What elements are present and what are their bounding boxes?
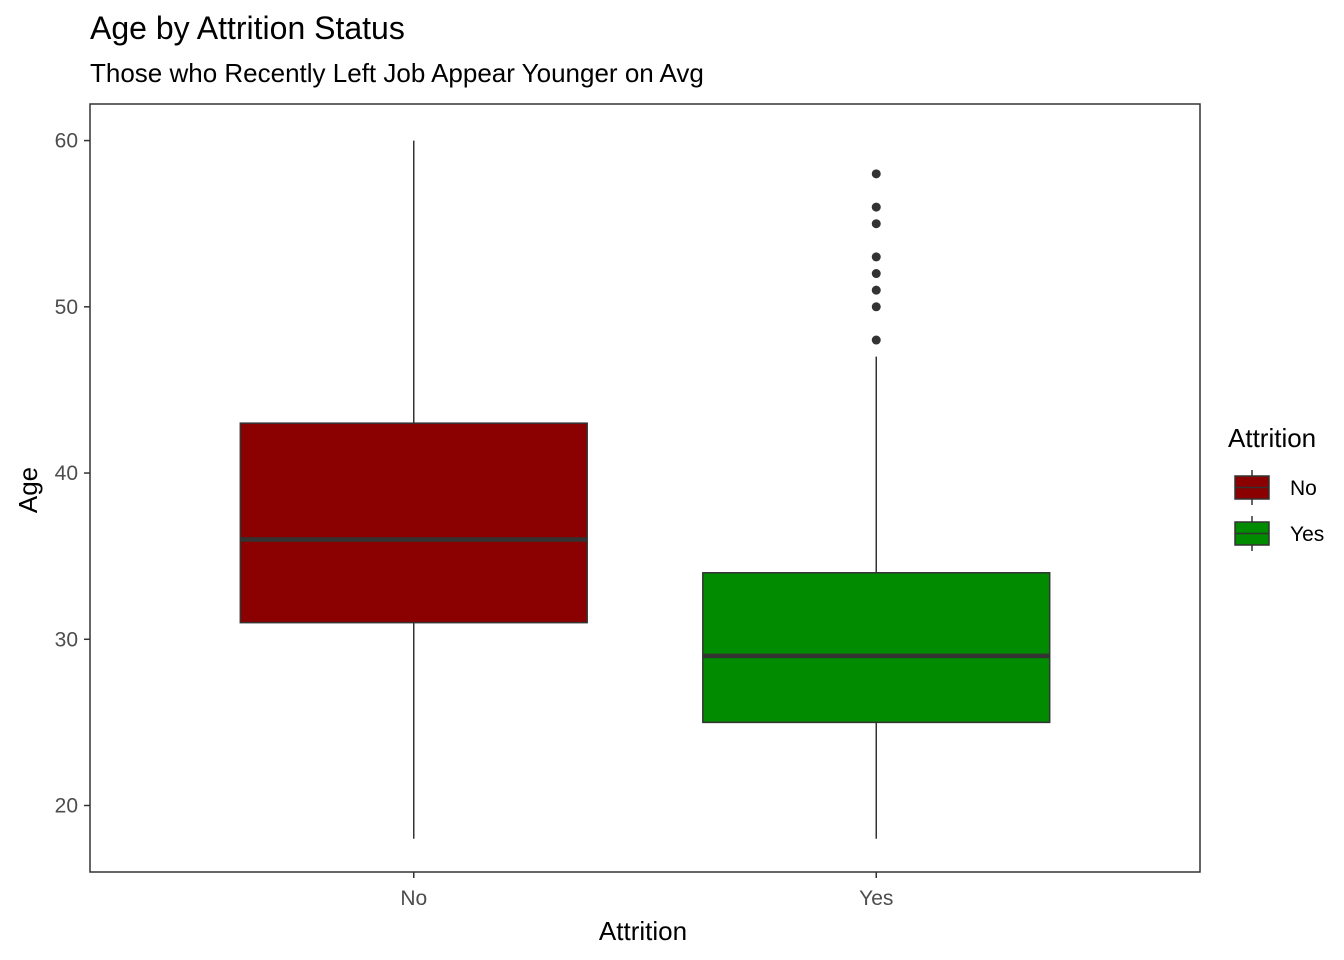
y-axis-title: Age <box>13 467 43 513</box>
x-tick-label: Yes <box>859 887 893 910</box>
outlier-point <box>871 335 881 345</box>
legend-title: Attrition <box>1228 423 1316 453</box>
x-tick-label: No <box>400 887 427 910</box>
iqr-box <box>239 422 588 624</box>
box-yes <box>702 169 1051 839</box>
x-axis-title: Attrition <box>599 916 687 946</box>
outlier-point <box>871 252 881 262</box>
legend-label: Yes <box>1290 523 1324 546</box>
legend: Attrition No Yes <box>1228 423 1324 551</box>
y-tick-label: 30 <box>55 628 78 651</box>
outlier-point <box>871 302 881 312</box>
chart-title: Age by Attrition Status <box>90 10 405 46</box>
legend-entry-no: No <box>1234 470 1317 505</box>
iqr-box <box>702 572 1051 724</box>
outlier-point <box>871 269 881 279</box>
box-no <box>239 140 588 839</box>
y-tick-label: 50 <box>55 296 78 319</box>
outlier-point <box>871 202 881 212</box>
legend-entry-yes: Yes <box>1234 516 1324 551</box>
y-tick-label: 60 <box>55 130 78 153</box>
legend-label: No <box>1290 477 1317 500</box>
plot-panel-border <box>89 103 1201 873</box>
boxes <box>239 140 1051 839</box>
outlier-point <box>871 219 881 229</box>
outlier-point <box>871 169 881 179</box>
chart-subtitle: Those who Recently Left Job Appear Young… <box>90 58 704 88</box>
y-axis: 20 30 40 50 60 <box>55 130 90 818</box>
y-tick-label: 20 <box>55 795 78 818</box>
y-tick-label: 40 <box>55 462 78 485</box>
outlier-point <box>871 285 881 295</box>
x-axis: No Yes <box>400 872 893 910</box>
